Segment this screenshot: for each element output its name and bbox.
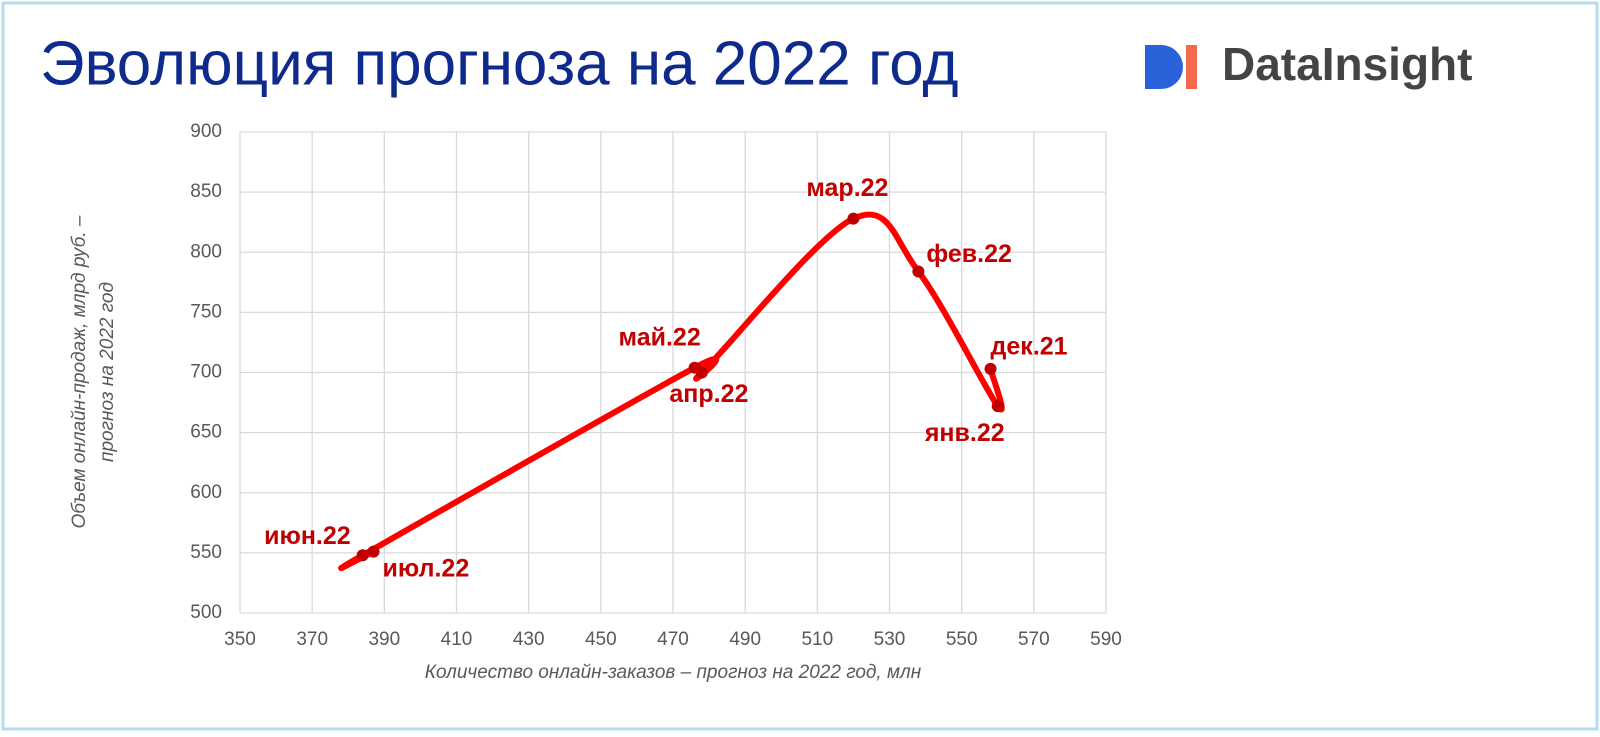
x-tick-label: 590 xyxy=(1090,629,1122,650)
data-label: мар.22 xyxy=(806,174,888,202)
y-tick-label: 750 xyxy=(190,301,222,322)
marker xyxy=(356,549,369,562)
y-tick-label: 650 xyxy=(190,422,222,443)
y-tick-label: 850 xyxy=(190,181,222,202)
x-tick-label: 550 xyxy=(946,629,978,650)
data-label: май.22 xyxy=(619,323,701,351)
x-tick-label: 350 xyxy=(224,629,256,650)
logo-text: DataInsight xyxy=(1222,38,1472,90)
chart-title: Эволюция прогноза на 2022 год xyxy=(40,29,959,98)
data-label: янв.22 xyxy=(924,419,1005,447)
data-label: фев.22 xyxy=(926,240,1012,268)
x-tick-label: 470 xyxy=(657,629,689,650)
x-tick-label: 390 xyxy=(368,629,400,650)
x-tick-label: 490 xyxy=(729,629,761,650)
data-label: дек.21 xyxy=(991,333,1068,361)
x-tick-label: 510 xyxy=(801,629,833,650)
logo-i xyxy=(1186,45,1197,89)
data-label: июл.22 xyxy=(383,554,470,582)
x-tick-label: 370 xyxy=(296,629,328,650)
y-tick-label: 800 xyxy=(190,241,222,262)
x-tick-label: 410 xyxy=(441,629,473,650)
logo: DataInsight xyxy=(1145,38,1472,90)
y-tick-label: 500 xyxy=(190,602,222,623)
marker xyxy=(847,212,860,225)
data-label: апр.22 xyxy=(669,380,748,408)
y-axis-title: Объем онлайн-продаж, млрд руб. – xyxy=(69,215,90,528)
logo-d xyxy=(1145,45,1183,89)
y-tick-label: 900 xyxy=(190,121,222,142)
x-tick-label: 450 xyxy=(585,629,617,650)
x-tick-label: 430 xyxy=(513,629,545,650)
y-tick-label: 550 xyxy=(190,542,222,563)
data-label: июн.22 xyxy=(264,522,351,550)
y-axis-title: прогноз на 2022 год xyxy=(97,282,118,462)
marker xyxy=(991,400,1004,413)
marker xyxy=(984,362,997,375)
marker xyxy=(688,361,701,374)
x-axis-title: Количество онлайн-заказов – прогноз на 2… xyxy=(425,662,922,683)
x-tick-label: 530 xyxy=(874,629,906,650)
marker xyxy=(367,545,380,558)
y-tick-label: 700 xyxy=(190,362,222,383)
x-tick-label: 570 xyxy=(1018,629,1050,650)
y-tick-label: 600 xyxy=(190,482,222,503)
marker xyxy=(912,265,925,278)
